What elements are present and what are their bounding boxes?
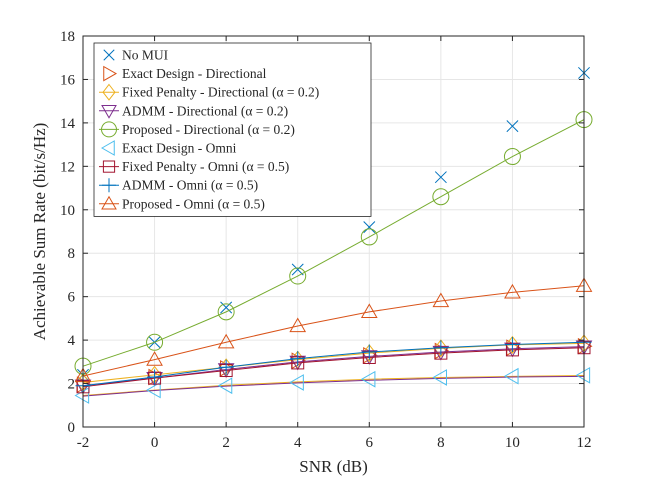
axes-box — [82, 35, 585, 428]
x-tick-label: 8 — [437, 435, 445, 451]
legend-entry: Proposed - Directional (α = 0.2) — [99, 121, 295, 138]
data-point — [433, 340, 449, 356]
data-point — [504, 283, 521, 299]
x-tick-label: 0 — [151, 435, 159, 451]
data-point — [360, 228, 378, 246]
x-tick-label: 10 — [505, 435, 520, 451]
legend-label: Proposed - Omni (α = 0.5) — [122, 196, 265, 211]
legend-marker — [101, 121, 117, 138]
legend-entry: Fixed Penalty - Directional (α = 0.2) — [99, 83, 319, 101]
data-point — [291, 263, 304, 276]
series-proposed-omni-alpha-0-5 — [74, 277, 593, 383]
data-point — [289, 374, 304, 391]
data-point — [289, 267, 307, 285]
legend-entry: No MUI — [103, 48, 169, 63]
legend-label: ADMM - Directional (α = 0.2) — [122, 103, 288, 118]
data-point — [433, 339, 448, 358]
data-point — [218, 359, 234, 375]
legend-entry: Exact Design - Omni — [100, 140, 237, 156]
data-point — [361, 344, 377, 360]
legend-marker — [101, 105, 117, 119]
legend-marker — [101, 195, 117, 210]
legend-label: Exact Design - Directional — [122, 66, 267, 81]
data-point — [146, 381, 161, 399]
y-tick-label: 2 — [68, 377, 76, 393]
series-admm-directional-alpha-0-2 — [74, 340, 593, 395]
data-point — [220, 301, 233, 314]
legend: No MUI Exact Design - Directional Fixed Pe… — [93, 42, 372, 217]
y-tick-label: 18 — [60, 29, 75, 45]
series-layer — [74, 66, 593, 404]
x-tick-label: 6 — [366, 435, 374, 451]
x-tick-label: 4 — [294, 435, 302, 451]
data-point — [290, 351, 306, 367]
legend-label: Fixed Penalty - Omni (α = 0.5) — [122, 159, 289, 174]
data-point — [363, 221, 376, 234]
data-point — [434, 171, 447, 184]
y-tick-label: 12 — [60, 159, 75, 175]
data-point — [432, 188, 450, 206]
series-no-mui — [77, 66, 590, 381]
x-tick-label: -2 — [77, 435, 90, 451]
x-tick-label: 2 — [222, 435, 230, 451]
y-tick-label: 6 — [68, 290, 76, 306]
series-line-exact-design-omni-lower — [82, 375, 585, 397]
data-point — [147, 369, 163, 385]
legend-marker — [103, 65, 118, 82]
data-point — [146, 333, 164, 351]
series-line — [82, 347, 585, 388]
data-point — [575, 366, 591, 384]
data-point — [432, 369, 447, 386]
legend-marker — [103, 49, 115, 61]
y-tick-label: 0 — [68, 420, 76, 436]
data-point — [146, 351, 163, 366]
legend-label: Fixed Penalty - Directional (α = 0.2) — [122, 85, 319, 100]
data-point — [506, 120, 519, 133]
legend-entry: ADMM - Directional (α = 0.2) — [99, 103, 288, 119]
data-point — [289, 317, 307, 333]
y-tick-label: 14 — [60, 116, 76, 132]
data-point — [360, 370, 376, 388]
x-axis-label: SNR (dB) — [299, 457, 367, 476]
data-point — [217, 333, 235, 349]
legend-marker — [102, 160, 116, 173]
legend-marker — [102, 83, 116, 101]
data-point — [432, 292, 450, 308]
y-axis-label: Achievable Sum Rate (bit/s/Hz) — [30, 123, 49, 341]
y-tick-label: 4 — [68, 333, 76, 349]
data-point — [217, 303, 235, 321]
legend-entry: Fixed Penalty - Omni (α = 0.5) — [99, 159, 289, 174]
data-point — [74, 387, 90, 404]
series-line — [82, 285, 585, 377]
data-point — [505, 335, 520, 354]
legend-label: Proposed - Directional (α = 0.2) — [122, 122, 295, 137]
x-tick-label: 12 — [577, 435, 592, 451]
y-tick-label: 10 — [60, 203, 75, 219]
y-tick-label: 8 — [68, 246, 76, 262]
legend-entry: ADMM - Omni (α = 0.5) — [99, 178, 258, 193]
legend-entry: Proposed - Omni (α = 0.5) — [99, 195, 265, 211]
series-exact-design-omni — [74, 366, 591, 404]
series-line-fixed-penalty-omni-alpha-0-5-lower — [82, 375, 585, 397]
legend-entry: Exact Design - Directional — [103, 65, 267, 82]
data-point — [503, 148, 521, 166]
legend-marker — [100, 140, 115, 156]
series-line — [82, 119, 585, 367]
data-point — [504, 336, 520, 352]
data-point — [503, 367, 519, 385]
legend-label: Exact Design - Omni — [122, 141, 237, 156]
legend-marker — [102, 178, 116, 193]
data-point — [360, 303, 378, 318]
y-tick-label: 16 — [60, 72, 76, 88]
legend-label: No MUI — [122, 48, 169, 63]
legend-label: ADMM - Omni (α = 0.5) — [122, 178, 258, 193]
legend-box — [93, 42, 372, 217]
series-line — [82, 341, 585, 387]
data-point — [217, 377, 233, 395]
